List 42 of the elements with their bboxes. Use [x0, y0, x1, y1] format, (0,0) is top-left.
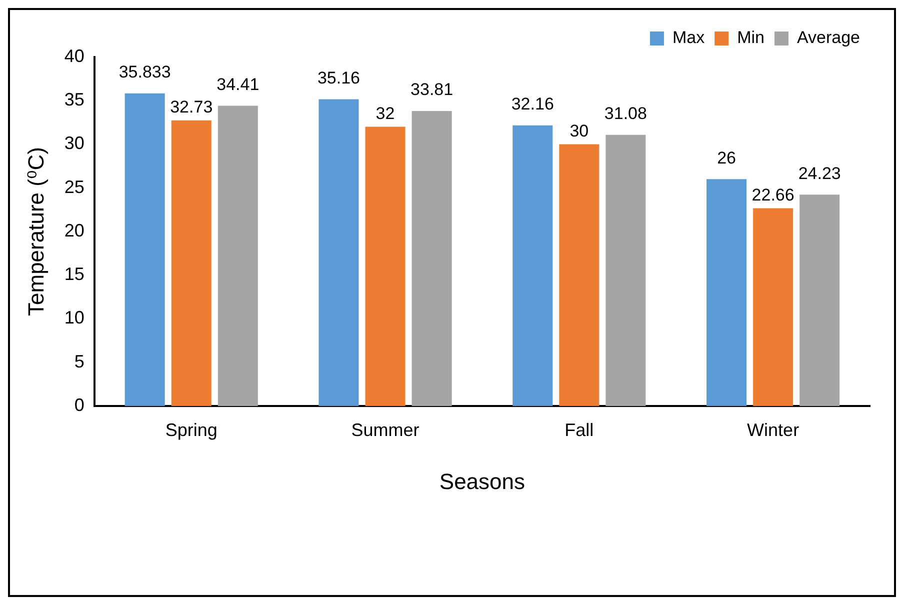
data-label: 32.73: [170, 98, 213, 117]
data-label: 32: [376, 104, 395, 123]
y-tick-label: 20: [64, 220, 84, 240]
x-tick-label: Spring: [165, 420, 218, 440]
data-label: 26: [717, 148, 736, 168]
legend-label: Average: [796, 28, 860, 48]
y-tick-label: 10: [64, 308, 84, 328]
bar: [318, 99, 359, 406]
data-label: 35.833: [118, 62, 171, 82]
y-tick-label: 40: [64, 46, 84, 66]
data-label: 24.23: [798, 164, 841, 183]
bar: [800, 194, 840, 406]
x-tick-label: Fall: [564, 420, 594, 440]
legend-label: Max: [672, 28, 706, 48]
bar: [365, 126, 406, 406]
data-label: 33.81: [410, 80, 454, 100]
x-tick-label: Summer: [351, 420, 420, 440]
x-tick-label: Winter: [747, 420, 800, 440]
data-label: 32.16: [511, 94, 554, 114]
data-label: 30: [570, 121, 589, 140]
bar: [706, 179, 747, 406]
y-tick-label: 15: [64, 264, 84, 284]
bar: [512, 125, 553, 406]
y-tick-label: 5: [74, 351, 84, 372]
data-label: 35.16: [317, 68, 360, 88]
bar: [171, 120, 212, 406]
y-tick-label: 30: [64, 133, 84, 154]
x-axis-title: Seasons: [439, 468, 526, 494]
bar: [559, 144, 600, 406]
bar: [606, 134, 646, 406]
y-tick-label: 35: [64, 90, 84, 110]
data-label: 31.08: [604, 104, 647, 124]
bar: [124, 93, 165, 406]
data-label: 22.66: [752, 185, 794, 204]
bar: [412, 111, 452, 406]
y-axis-title: Temperature (⁰C): [23, 147, 48, 316]
data-label: 34.41: [216, 74, 260, 94]
y-tick-label: 0: [74, 394, 84, 415]
y-tick-label: 25: [64, 176, 84, 197]
bar: [218, 106, 258, 406]
bar: [753, 208, 794, 406]
legend-label: Min: [737, 28, 764, 48]
